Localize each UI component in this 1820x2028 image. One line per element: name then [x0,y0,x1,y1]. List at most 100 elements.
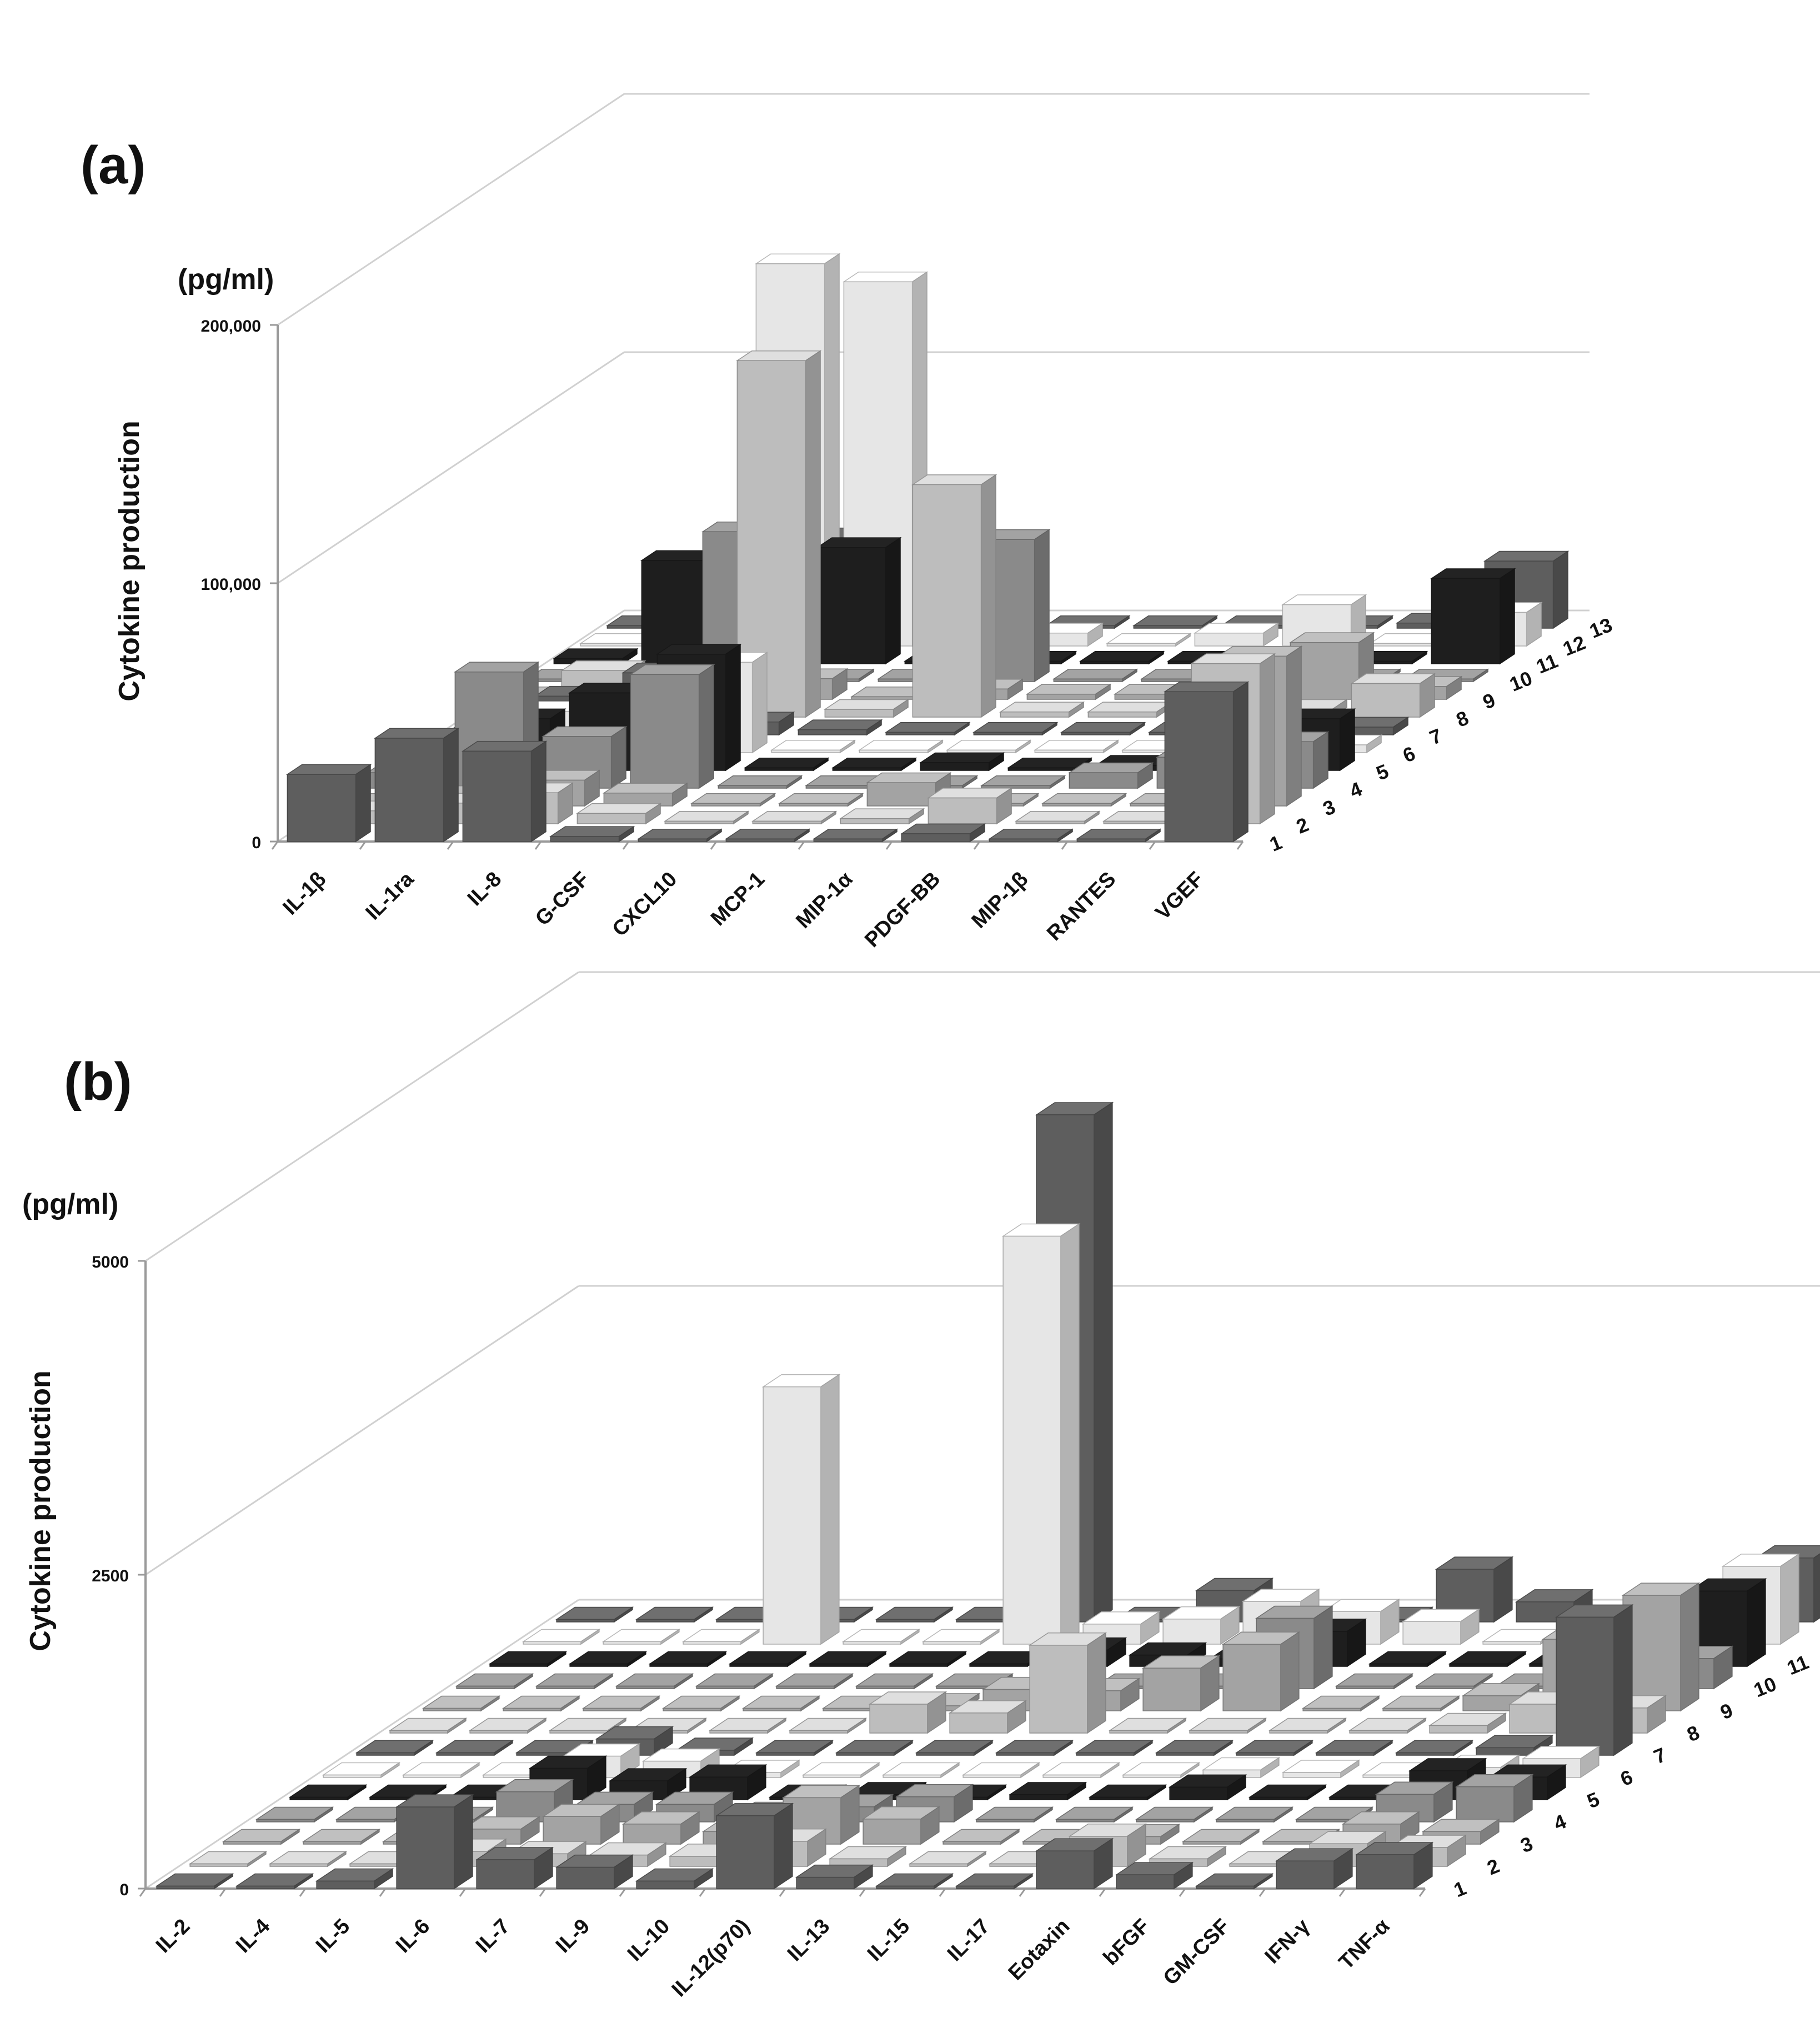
bar [1401,1608,1481,1645]
panel-b-unit: (pg/ml) [22,1188,118,1220]
series-label: 3 [1517,1832,1536,1857]
bar [661,1695,741,1712]
category-label: IL-5 [312,1915,354,1957]
bar [235,1873,314,1890]
category-label: PDGF-BB [860,868,945,952]
bar [635,1606,714,1623]
category-label: IL-6 [392,1915,434,1957]
category-label: IL-12(p70) [668,1915,755,2002]
bar [1008,1781,1087,1801]
bar [1248,1784,1327,1801]
bar [1079,650,1165,665]
bar [911,474,997,718]
bar [1075,828,1162,843]
bar [255,1806,334,1823]
panel-a: (a) (pg/ml) Cytokine production 0 100,000… [81,93,1616,952]
series-label: 2 [1293,813,1312,838]
bar [535,1673,614,1690]
bar [801,1762,881,1779]
bar [315,1868,394,1890]
bar [1348,1717,1427,1734]
category-label: IFN-γ [1260,1915,1314,1969]
panel-a-ylabel: Cytokine production [113,420,146,702]
panel-a-bars [285,253,1570,843]
bar [808,1651,888,1668]
bar [1088,1784,1167,1801]
bar [402,1762,481,1779]
bar [648,1651,728,1668]
bar [1621,1582,1701,1712]
x-tick-mark [619,1888,626,1897]
bar [1001,1223,1081,1645]
bar [635,1868,714,1890]
bar [1121,1762,1201,1779]
bar [975,1806,1054,1823]
bar [1105,633,1192,647]
category-label: IL-1ra [361,867,418,924]
bar [1035,1837,1114,1890]
bar [695,1673,774,1690]
bar [302,1829,381,1845]
series-label: 8 [1453,706,1472,732]
series-label: 4 [1346,777,1365,803]
bar [1315,1740,1394,1756]
panel-b-label: (b) [64,1052,132,1111]
bar [708,1717,788,1734]
bar [629,664,715,789]
category-label: IL-4 [232,1915,274,1957]
bar [875,1873,954,1890]
category-label: TNF-α [1335,1915,1394,1974]
bar [475,1846,554,1890]
bar [1108,1717,1187,1734]
bar [663,810,750,825]
category-label: Eotaxin [1004,1915,1075,1985]
x-tick-mark [699,1888,706,1897]
bar [1181,1829,1261,1845]
bar [1395,1740,1474,1756]
x-tick-mark [447,841,454,850]
bar [422,1695,501,1712]
series-label: 9 [1480,688,1498,714]
bar [1221,1631,1301,1712]
bar [778,793,864,807]
category-label: MCP-1 [706,868,769,930]
series-label: 7 [1426,724,1445,749]
bar [884,722,971,736]
bar [812,828,899,843]
bar [788,1717,868,1734]
bar [995,1740,1074,1756]
bar [823,699,910,718]
category-label: IL-17 [943,1915,994,1966]
panel-b-ylabel: Cytokine production [24,1370,57,1651]
category-label: IL-10 [623,1915,674,1966]
bar [542,1803,621,1845]
bar [796,719,883,736]
series-label: 2 [1484,1854,1503,1880]
panel-a-y-ticks: 0 100,000 200,000 [201,317,278,852]
series-label: 13 [1586,613,1615,643]
panel-a-label: (a) [81,136,146,195]
x-tick-mark [885,841,893,850]
bar [1060,722,1146,736]
bar [555,1606,634,1623]
category-label: IL-9 [551,1915,594,1957]
x-tick-mark [539,1888,546,1897]
x-tick-mark [379,1888,387,1897]
bar [1235,1740,1314,1756]
bar [1448,1651,1527,1668]
x-tick-mark [139,1888,147,1897]
bar [155,1873,234,1890]
category-label: RANTES [1042,868,1120,945]
bar [555,1854,634,1890]
bar [839,808,925,825]
category-label: IL-8 [463,868,506,910]
bar [972,722,1059,736]
bar [987,828,1074,843]
bar [755,1740,834,1756]
bar [461,740,548,843]
bar [268,1851,348,1867]
bar [1188,1717,1267,1734]
series-label: 9 [1717,1699,1736,1724]
bar [815,537,902,665]
